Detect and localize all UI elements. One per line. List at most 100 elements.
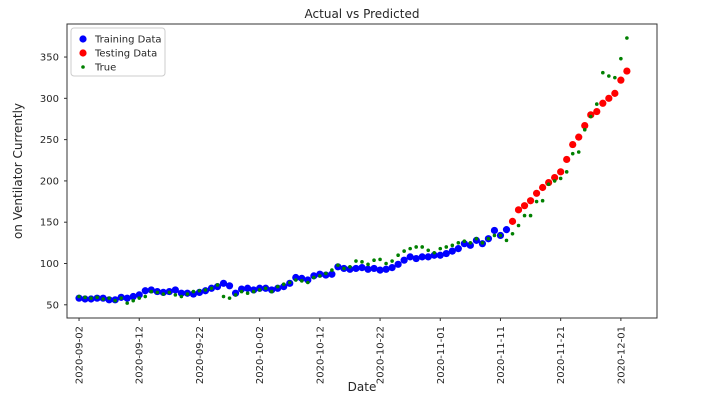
point <box>251 289 256 294</box>
chart-title: Actual vs Predicted <box>305 7 420 21</box>
legend-marker <box>79 49 87 57</box>
point <box>101 297 105 301</box>
x-axis-label: Date <box>348 380 377 394</box>
point <box>619 56 623 61</box>
point <box>299 279 304 283</box>
point <box>119 296 123 300</box>
point <box>364 265 372 273</box>
point <box>490 226 499 235</box>
point <box>263 286 268 291</box>
point <box>225 282 234 290</box>
point <box>209 286 214 291</box>
y-tick-label: 100 <box>40 259 59 270</box>
point <box>125 301 130 305</box>
point <box>298 274 306 282</box>
point <box>474 236 479 241</box>
point <box>191 289 196 294</box>
y-tick-label: 250 <box>40 135 59 146</box>
point <box>420 245 425 249</box>
point <box>372 258 376 262</box>
point <box>219 279 228 287</box>
point <box>611 89 619 97</box>
point <box>233 293 238 297</box>
point <box>167 290 172 295</box>
point <box>360 260 364 264</box>
point <box>312 275 316 280</box>
point <box>390 259 394 263</box>
plot-frame <box>66 23 658 319</box>
point <box>516 223 521 228</box>
point <box>502 226 511 234</box>
point <box>412 254 420 263</box>
x-tick-label: 2020-09-02 <box>75 326 86 384</box>
point <box>588 114 593 119</box>
point <box>384 261 388 266</box>
point <box>601 70 605 75</box>
point <box>185 292 190 296</box>
point <box>504 238 509 243</box>
point <box>328 270 336 278</box>
point <box>582 127 587 132</box>
point <box>137 296 142 300</box>
point <box>280 283 288 291</box>
point <box>129 292 137 301</box>
x-tick-label: 2020-11-01 <box>436 326 447 384</box>
point <box>486 236 491 241</box>
point <box>237 285 246 293</box>
legend-box <box>70 27 166 77</box>
point <box>607 74 611 78</box>
point <box>330 268 334 272</box>
point <box>520 202 529 210</box>
x-tick-label: 2020-09-22 <box>195 326 206 384</box>
point <box>593 107 601 116</box>
point <box>366 262 370 267</box>
point <box>508 217 517 225</box>
point <box>539 183 547 192</box>
point <box>557 168 565 176</box>
x-tick-label: 2020-10-02 <box>255 326 266 384</box>
point <box>123 294 131 302</box>
point <box>293 278 298 282</box>
y-tick-label: 150 <box>40 218 59 229</box>
point <box>95 295 99 300</box>
point <box>424 253 432 261</box>
point <box>546 182 551 187</box>
point <box>336 263 340 267</box>
y-tick-label: 200 <box>40 176 59 187</box>
point <box>466 241 474 249</box>
point <box>599 99 607 107</box>
point <box>161 292 166 296</box>
point <box>430 251 438 259</box>
x-tick-label: 2020-11-21 <box>556 326 567 384</box>
point <box>324 271 328 276</box>
point <box>438 246 443 251</box>
point <box>406 253 414 261</box>
point <box>382 265 390 273</box>
point <box>131 298 136 303</box>
point <box>257 288 262 292</box>
point <box>143 294 148 299</box>
point <box>442 249 450 258</box>
legend-marker <box>79 35 87 43</box>
point <box>177 289 185 297</box>
point <box>498 233 503 238</box>
point <box>354 259 358 263</box>
point <box>613 75 617 80</box>
point <box>564 170 569 174</box>
point <box>444 245 449 249</box>
point <box>352 264 360 273</box>
point <box>227 296 232 300</box>
point <box>514 206 523 214</box>
point <box>594 102 599 106</box>
point <box>292 273 300 282</box>
point <box>370 264 378 273</box>
point <box>221 294 226 299</box>
point <box>576 150 581 154</box>
legend-label: Testing Data <box>94 49 157 60</box>
point <box>492 233 497 238</box>
legend-label: Training Data <box>94 35 162 46</box>
point <box>418 253 426 261</box>
point <box>402 249 406 253</box>
point <box>510 231 515 236</box>
